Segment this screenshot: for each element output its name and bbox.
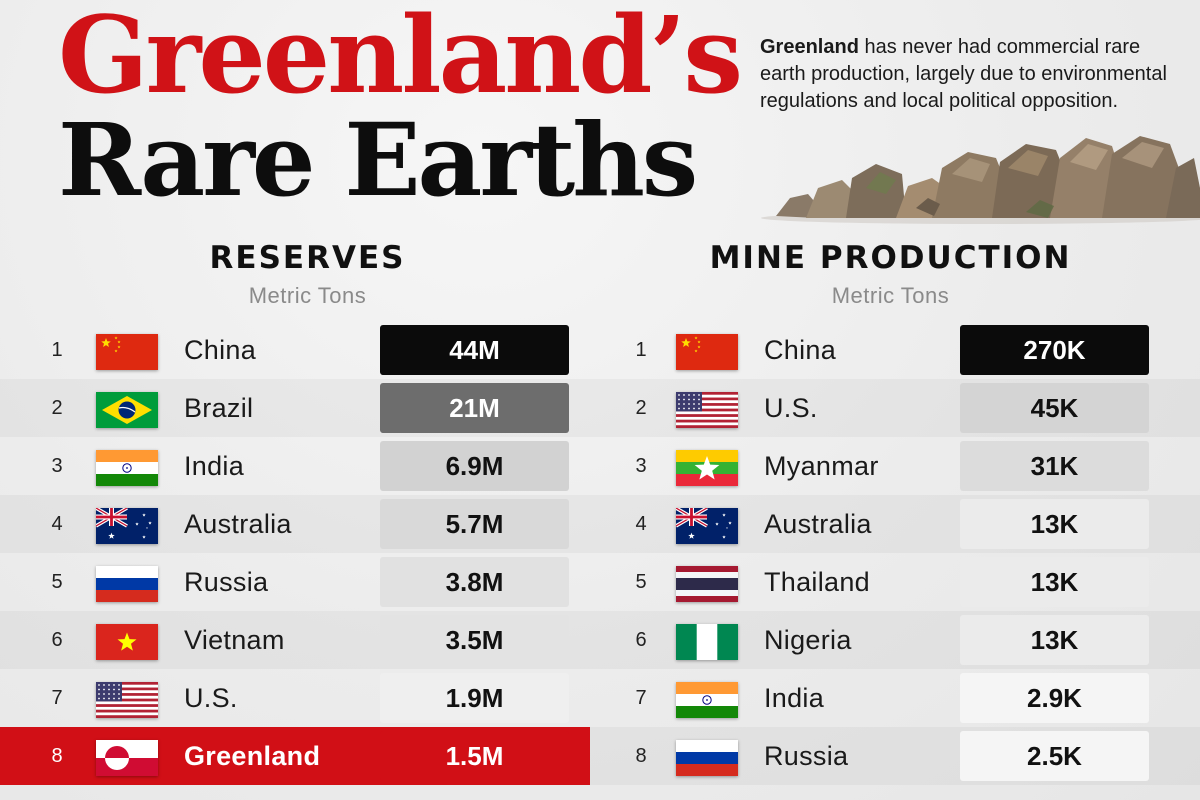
value-label: 21M: [380, 383, 569, 433]
country-name: U.S.: [764, 393, 818, 423]
table-row: 6 Vietnam 3.5M: [0, 611, 590, 669]
rank-number: 4: [635, 513, 647, 535]
value-label: 2.9K: [960, 673, 1149, 723]
value-label: 5.7M: [380, 499, 569, 549]
value-label: 6.9M: [380, 441, 569, 491]
table-row: 4 Australia 5.7M: [0, 495, 590, 553]
value-label: 31K: [960, 441, 1149, 491]
us-flag-icon: [676, 392, 738, 428]
country-name: Russia: [764, 741, 849, 771]
value-label: 13K: [960, 615, 1149, 665]
brazil-flag-icon: [96, 392, 158, 428]
country-name: Nigeria: [764, 625, 852, 655]
myanmar-flag-icon: [676, 450, 738, 486]
table-row: 1 China 44M: [0, 321, 590, 379]
china-flag-icon: [96, 334, 158, 370]
rank-number: 4: [51, 513, 63, 535]
country-name: Australia: [764, 509, 872, 539]
table-row: 8 Russia 2.5K: [590, 727, 1200, 785]
vietnam-flag-icon: [96, 624, 158, 660]
rank-number: 6: [635, 629, 647, 651]
page-title: Greenland’s Rare Earths: [58, 0, 743, 219]
value-label: 270K: [960, 325, 1149, 375]
value-label: 3.5M: [380, 615, 569, 665]
rank-number: 5: [635, 571, 647, 593]
nigeria-flag-icon: [676, 624, 738, 660]
australia-flag-icon: [96, 508, 158, 544]
thailand-flag-icon: [676, 566, 738, 602]
rock-pile-illustration: [761, 136, 1200, 224]
rank-number: 2: [51, 397, 63, 419]
china-flag-icon: [676, 334, 738, 370]
table-row: 3 Myanmar 31K: [590, 437, 1200, 495]
table-row: 8 Greenland 1.5M: [0, 727, 590, 785]
russia-flag-icon: [96, 566, 158, 602]
country-name: China: [184, 335, 257, 365]
australia-flag-icon: [676, 508, 738, 544]
rank-number: 7: [51, 687, 63, 709]
rank-number: 1: [51, 339, 63, 361]
table-row: 4 Australia 13K: [590, 495, 1200, 553]
india-flag-icon: [96, 450, 158, 486]
value-label: 13K: [960, 499, 1149, 549]
value-label: 44M: [380, 325, 569, 375]
country-name: Australia: [184, 509, 292, 539]
country-name: India: [184, 451, 245, 481]
rank-number: 8: [635, 745, 647, 767]
production-heading: MINE PRODUCTION: [709, 240, 1072, 276]
table-row: 3 India 6.9M: [0, 437, 590, 495]
table-row: 7 India 2.9K: [590, 669, 1200, 727]
us-flag-icon: [96, 682, 158, 718]
rank-number: 1: [635, 339, 647, 361]
rank-number: 6: [51, 629, 63, 651]
country-name: China: [764, 335, 837, 365]
value-label: 2.5K: [960, 731, 1149, 781]
table-row: 2 Brazil 21M: [0, 379, 590, 437]
rank-number: 3: [51, 455, 63, 477]
country-name: Russia: [184, 567, 269, 597]
table-row: 7 U.S. 1.9M: [0, 669, 590, 727]
table-row: 5 Thailand 13K: [590, 553, 1200, 611]
value-label: 13K: [960, 557, 1149, 607]
country-name: Myanmar: [764, 451, 879, 481]
reserves-heading: RESERVES: [209, 240, 406, 276]
table-row: 5 Russia 3.8M: [0, 553, 590, 611]
greenland-flag-icon: [96, 740, 158, 776]
country-name: India: [764, 683, 825, 713]
table-row: 1 China 270K: [590, 321, 1200, 379]
production-subtitle: Metric Tons: [831, 283, 950, 308]
country-name: U.S.: [184, 683, 238, 713]
value-label: 1.5M: [380, 731, 569, 781]
rank-number: 3: [635, 455, 647, 477]
reserves-subtitle: Metric Tons: [248, 283, 367, 308]
india-flag-icon: [676, 682, 738, 718]
value-label: 1.9M: [380, 673, 569, 723]
country-name: Thailand: [764, 567, 870, 597]
country-name: Vietnam: [184, 625, 285, 655]
title-line-1: Greenland’s: [58, 0, 743, 117]
value-label: 45K: [960, 383, 1149, 433]
rank-number: 5: [51, 571, 63, 593]
rank-number: 2: [635, 397, 647, 419]
rank-number: 7: [635, 687, 647, 709]
intro-rest: has never had commercial rare earth prod…: [760, 36, 1167, 112]
country-name: Greenland: [184, 741, 321, 771]
country-name: Brazil: [184, 393, 254, 423]
table-row: 6 Nigeria 13K: [590, 611, 1200, 669]
title-line-2: Rare Earths: [58, 101, 698, 219]
table-row: 2 U.S. 45K: [590, 379, 1200, 437]
value-label: 3.8M: [380, 557, 569, 607]
intro-text: Greenland has never had commercial rare …: [760, 34, 1180, 115]
russia-flag-icon: [676, 740, 738, 776]
intro-bold: Greenland: [760, 36, 859, 58]
rank-number: 8: [51, 745, 63, 767]
